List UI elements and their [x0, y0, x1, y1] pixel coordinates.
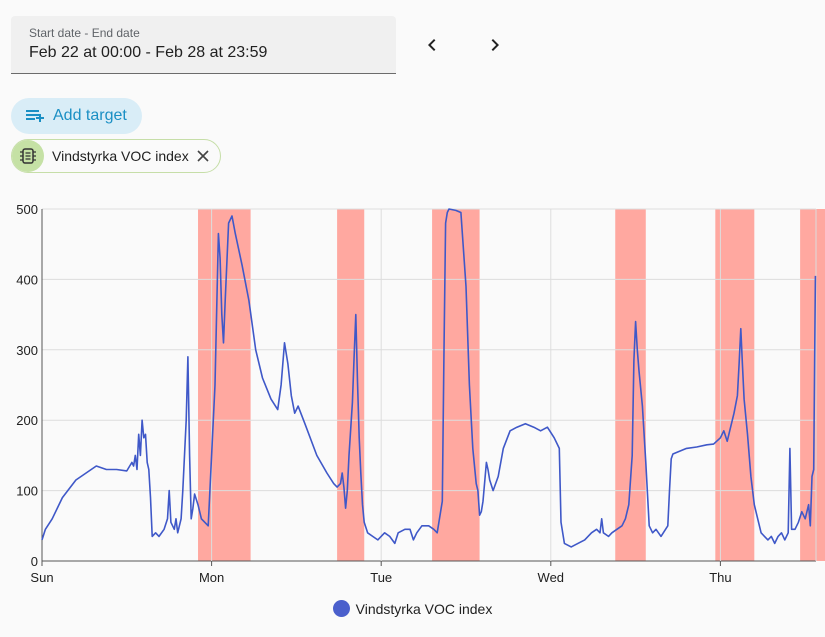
close-icon[interactable] — [196, 149, 210, 163]
series-line — [41, 208, 817, 548]
date-range-field[interactable]: Start date - End date Feb 22 at 00:00 - … — [11, 16, 396, 74]
add-target-button[interactable]: Add target — [11, 98, 142, 134]
legend-swatch — [332, 600, 350, 617]
x-tick-label: Sun — [30, 570, 53, 585]
y-tick-label: 500 — [16, 202, 38, 217]
next-period-button[interactable] — [480, 30, 510, 60]
y-tick-label: 200 — [16, 413, 38, 428]
highlight-band-red — [432, 209, 480, 561]
y-tick-label: 300 — [16, 343, 38, 358]
date-range-label: Start date - End date — [29, 26, 140, 40]
x-tick-label: Tue — [370, 570, 392, 585]
y-tick-label: 0 — [31, 554, 38, 569]
legend-label: Vindstyrka VOC index — [355, 600, 493, 617]
chevron-right-icon — [491, 39, 499, 51]
previous-period-button[interactable] — [417, 30, 447, 60]
x-tick-label: Thu — [709, 570, 731, 585]
highlight-band-red — [715, 209, 755, 561]
playlist-add-icon — [26, 110, 44, 122]
y-tick-label: 400 — [16, 272, 38, 287]
x-tick-label: Mon — [199, 570, 224, 585]
chevron-left-icon — [428, 39, 436, 51]
highlight-band-red — [198, 209, 251, 561]
air-sensor-icon — [12, 140, 44, 172]
y-tick-label: 100 — [16, 484, 38, 499]
x-tick-label: Wed — [538, 570, 565, 585]
add-target-label: Add target — [53, 107, 127, 124]
date-range-value: Feb 22 at 00:00 - Feb 28 at 23:59 — [29, 44, 268, 61]
voc-line-chart: 500 400 300 200 100 0 Sun Mon Tue Wed Thu — [16, 202, 825, 585]
highlight-band-red — [800, 209, 825, 561]
chart-legend[interactable]: Vindstyrka VOC index — [0, 600, 825, 617]
target-chip[interactable]: Vindstyrka VOC index — [11, 139, 221, 173]
highlight-band-red — [615, 209, 646, 561]
highlight-band-red — [337, 209, 365, 561]
target-chip-label: Vindstyrka VOC index — [52, 148, 189, 164]
